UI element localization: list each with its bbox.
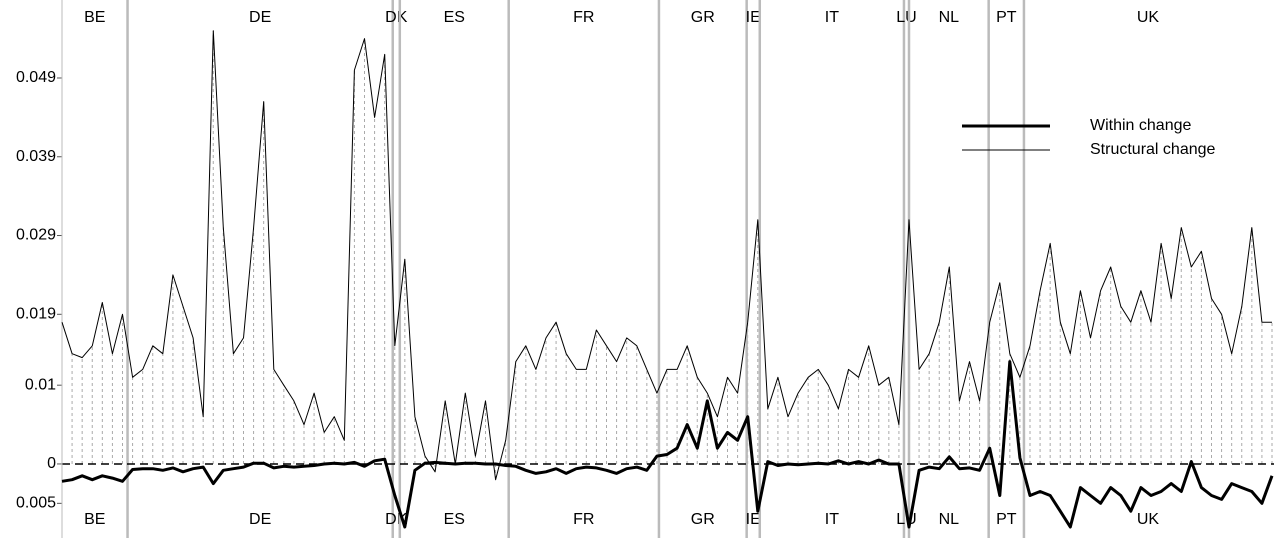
group-label: UK [1137,9,1160,26]
group-label: IT [825,511,839,528]
group-label: IE [746,9,761,26]
group-label: FR [573,9,594,26]
group-label: DE [249,511,271,528]
group-label: NL [939,511,960,528]
y-tick-label: 0 [47,455,56,472]
group-label: FR [573,511,594,528]
group-label: GR [691,511,715,528]
group-label: LU [896,9,916,26]
y-tick-label: 0.029 [16,227,56,244]
group-label: NL [939,9,960,26]
legend-label: Structural change [1090,141,1216,158]
group-label: BE [84,511,105,528]
series-line [61,360,1274,529]
y-tick-label: 0.039 [16,148,56,165]
y-tick-label: 0.019 [16,306,56,323]
group-label: DE [249,9,271,26]
group-label: GR [691,9,715,26]
group-label: ES [444,9,465,26]
group-label: IT [825,9,839,26]
y-tick-label: 0.01 [25,376,56,393]
group-label: BE [84,9,105,26]
group-label: ES [444,511,465,528]
series-line [61,30,1272,481]
group-label: IE [746,511,761,528]
group-label: DK [385,9,408,26]
group-label: PT [996,511,1017,528]
group-label: UK [1137,511,1160,528]
legend-label: Within change [1090,117,1191,134]
y-tick-label: 0.049 [16,69,56,86]
y-tick-label: 0.005 [16,495,56,512]
group-label: PT [996,9,1017,26]
